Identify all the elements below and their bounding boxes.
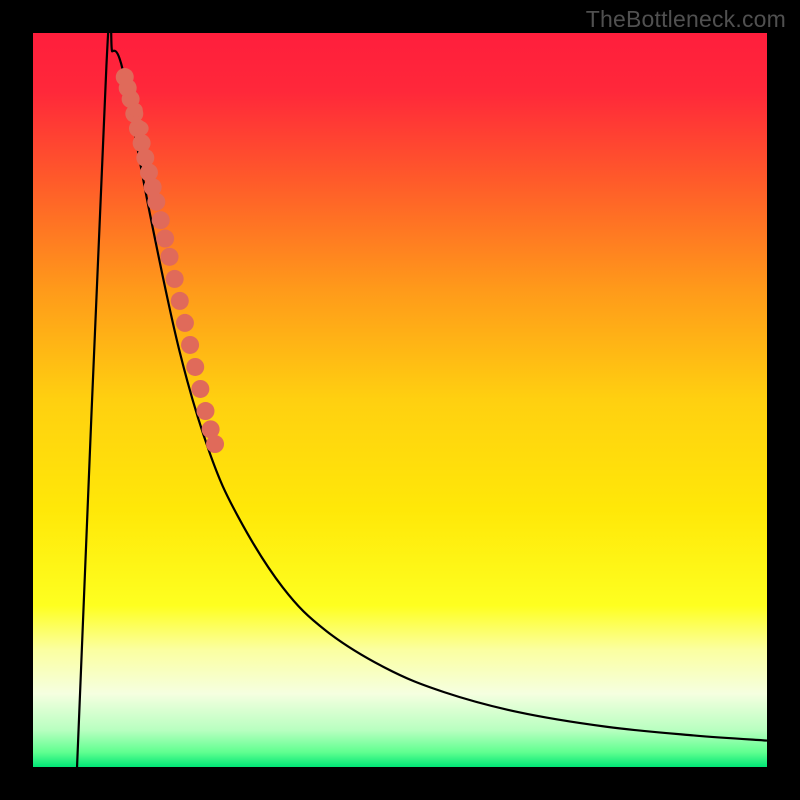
data-marker — [129, 103, 143, 117]
data-marker — [186, 358, 204, 376]
data-marker — [206, 435, 224, 453]
data-marker — [152, 211, 170, 229]
data-marker — [166, 270, 184, 288]
data-marker — [191, 380, 209, 398]
data-marker — [135, 121, 149, 135]
data-marker — [181, 336, 199, 354]
data-marker — [147, 193, 165, 211]
data-marker — [171, 292, 189, 310]
marker-group — [116, 68, 224, 453]
watermark-label: TheBottleneck.com — [586, 6, 786, 33]
data-marker — [196, 402, 214, 420]
chart-frame: TheBottleneck.com — [0, 0, 800, 800]
data-marker — [156, 230, 174, 248]
bottleneck-curve — [77, 33, 767, 767]
plot-svg — [33, 33, 767, 767]
data-marker — [161, 248, 179, 266]
data-marker — [176, 314, 194, 332]
plot-area — [33, 33, 767, 767]
